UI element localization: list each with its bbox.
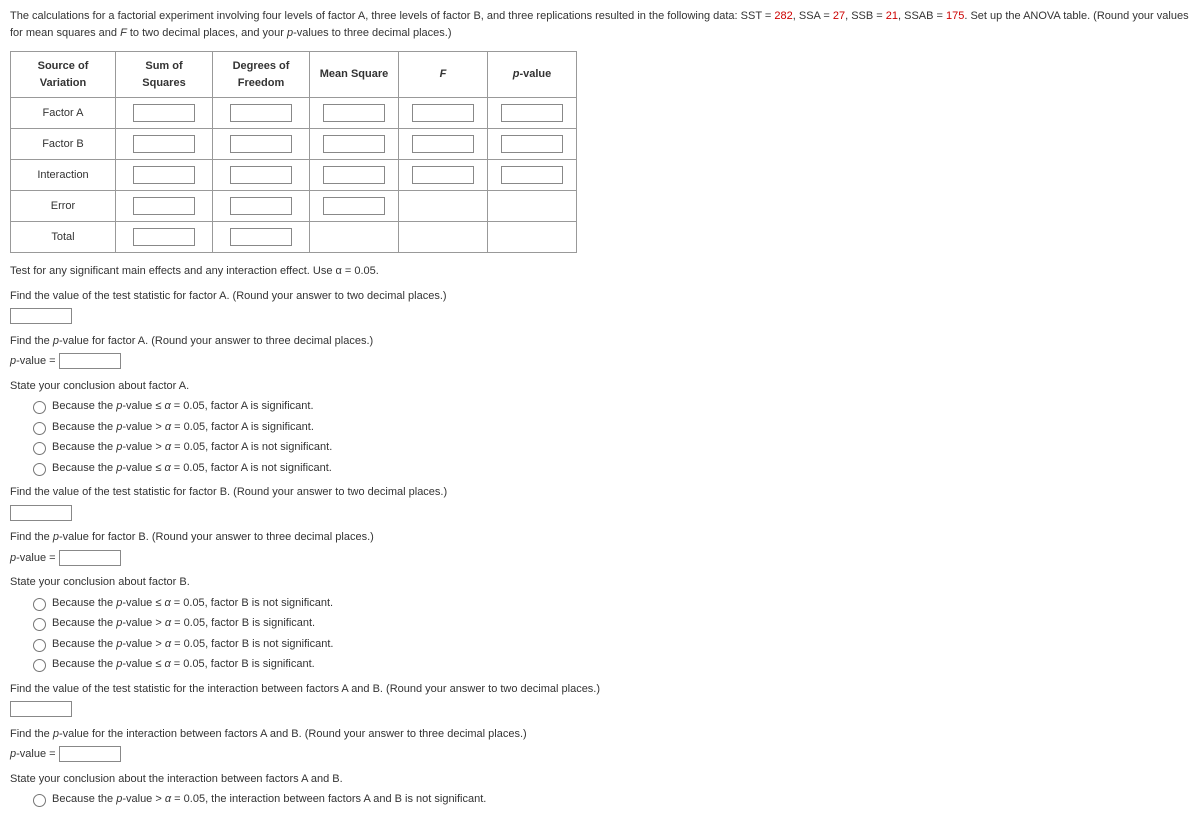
interaction-pval-prompt: Find the p-value for the interaction bet…	[10, 726, 1190, 743]
col-source: Source of Variation	[11, 52, 116, 98]
interaction-options: Because the p-value > α = 0.05, the inte…	[10, 791, 1190, 808]
factor-b-conclusion-prompt: State your conclusion about factor B.	[10, 574, 1190, 591]
col-df: Degrees of Freedom	[213, 52, 310, 98]
factor-b-option-2-label: Because the p-value > α = 0.05, factor B…	[52, 615, 315, 632]
factor-b-pval-input[interactable]	[59, 550, 121, 566]
factor-b-pval-prompt: Find the p-value for factor B. (Round yo…	[10, 529, 1190, 546]
factor-a-option-4-radio[interactable]	[33, 463, 46, 476]
factor-b-pval-line: p-value =	[10, 550, 1190, 567]
intro-text: , SSAB =	[898, 10, 946, 22]
interaction-pval-input[interactable]	[59, 746, 121, 762]
intro-text: -values to three decimal places.)	[293, 27, 451, 39]
ms-b-input[interactable]	[323, 135, 385, 153]
problem-statement: The calculations for a factorial experim…	[10, 8, 1190, 41]
col-ss: Sum of Squares	[116, 52, 213, 98]
factor-a-option-2-label: Because the p-value > α = 0.05, factor A…	[52, 419, 314, 436]
col-ms: Mean Square	[310, 52, 399, 98]
factor-a-option-4-label: Because the p-value ≤ α = 0.05, factor A…	[52, 460, 332, 477]
interaction-tstat-input[interactable]	[10, 701, 72, 717]
factor-a-options: Because the p-value ≤ α = 0.05, factor A…	[10, 398, 1190, 476]
factor-b-tstat-input[interactable]	[10, 505, 72, 521]
factor-b-option-4-radio[interactable]	[33, 659, 46, 672]
factor-a-option-1-radio[interactable]	[33, 401, 46, 414]
interaction-option-1-label: Because the p-value > α = 0.05, the inte…	[52, 791, 486, 808]
interaction-tstat-prompt: Find the value of the test statistic for…	[10, 681, 1190, 698]
df-ab-input[interactable]	[230, 166, 292, 184]
intro-text: , SSB =	[845, 10, 886, 22]
interaction-conclusion-prompt: State your conclusion about the interact…	[10, 771, 1190, 788]
intro-text: , SSA =	[793, 10, 833, 22]
interaction-pval-line: p-value =	[10, 746, 1190, 763]
p-ab-input[interactable]	[501, 166, 563, 184]
factor-a-tstat-input[interactable]	[10, 308, 72, 324]
ss-tot-input[interactable]	[133, 228, 195, 246]
factor-b-tstat-prompt: Find the value of the test statistic for…	[10, 484, 1190, 501]
col-f: F	[399, 52, 488, 98]
ms-ab-input[interactable]	[323, 166, 385, 184]
df-err-input[interactable]	[230, 197, 292, 215]
p-b-input[interactable]	[501, 135, 563, 153]
factor-a-pval-input[interactable]	[59, 353, 121, 369]
col-pvalue: p-value	[488, 52, 577, 98]
ssab-value: 175	[946, 10, 964, 22]
factor-a-option-2-radio[interactable]	[33, 422, 46, 435]
factor-b-option-2-radio[interactable]	[33, 618, 46, 631]
factor-a-option-1-label: Because the p-value ≤ α = 0.05, factor A…	[52, 398, 314, 415]
df-a-input[interactable]	[230, 104, 292, 122]
factor-b-option-4-label: Because the p-value ≤ α = 0.05, factor B…	[52, 656, 315, 673]
ms-err-input[interactable]	[323, 197, 385, 215]
ssa-value: 27	[833, 10, 845, 22]
ss-err-input[interactable]	[133, 197, 195, 215]
intro-text: to two decimal places, and your	[127, 27, 287, 39]
row-factor-a: Factor A	[11, 98, 577, 129]
row-label: Total	[11, 222, 116, 253]
test-instruction: Test for any significant main effects an…	[10, 263, 1190, 280]
factor-a-option-3-label: Because the p-value > α = 0.05, factor A…	[52, 439, 332, 456]
ms-a-input[interactable]	[323, 104, 385, 122]
ss-ab-input[interactable]	[133, 166, 195, 184]
row-label: Factor A	[11, 98, 116, 129]
row-error: Error	[11, 191, 577, 222]
f-letter: F	[120, 27, 127, 39]
ss-b-input[interactable]	[133, 135, 195, 153]
anova-table: Source of Variation Sum of Squares Degre…	[10, 51, 577, 253]
row-label: Error	[11, 191, 116, 222]
f-b-input[interactable]	[412, 135, 474, 153]
factor-a-pval-prompt: Find the p-value for factor A. (Round yo…	[10, 333, 1190, 350]
factor-a-tstat-prompt: Find the value of the test statistic for…	[10, 288, 1190, 305]
factor-b-option-3-radio[interactable]	[33, 639, 46, 652]
f-a-input[interactable]	[412, 104, 474, 122]
factor-a-conclusion-prompt: State your conclusion about factor A.	[10, 378, 1190, 395]
row-label: Factor B	[11, 129, 116, 160]
intro-text: The calculations for a factorial experim…	[10, 10, 774, 22]
row-factor-b: Factor B	[11, 129, 577, 160]
interaction-option-1-radio[interactable]	[33, 794, 46, 807]
factor-b-option-1-radio[interactable]	[33, 598, 46, 611]
row-label: Interaction	[11, 160, 116, 191]
ss-a-input[interactable]	[133, 104, 195, 122]
factor-b-option-1-label: Because the p-value ≤ α = 0.05, factor B…	[52, 595, 333, 612]
factor-b-options: Because the p-value ≤ α = 0.05, factor B…	[10, 595, 1190, 673]
sst-value: 282	[774, 10, 792, 22]
factor-a-option-3-radio[interactable]	[33, 442, 46, 455]
factor-b-option-3-label: Because the p-value > α = 0.05, factor B…	[52, 636, 333, 653]
ssb-value: 21	[886, 10, 898, 22]
row-interaction: Interaction	[11, 160, 577, 191]
factor-a-pval-line: p-value =	[10, 353, 1190, 370]
df-tot-input[interactable]	[230, 228, 292, 246]
f-ab-input[interactable]	[412, 166, 474, 184]
row-total: Total	[11, 222, 577, 253]
p-a-input[interactable]	[501, 104, 563, 122]
df-b-input[interactable]	[230, 135, 292, 153]
